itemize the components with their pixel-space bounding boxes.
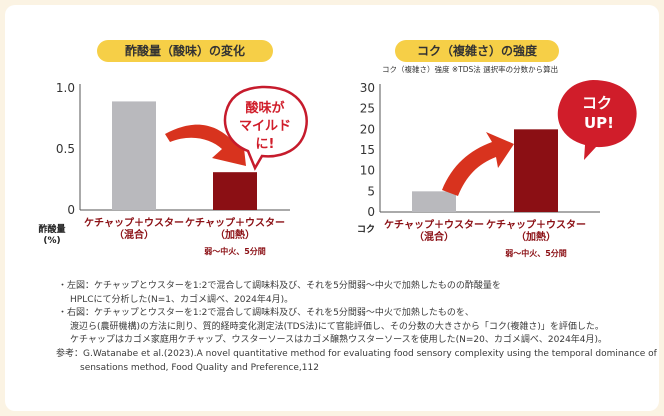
- note-line: ケチャップはカゴメ家庭用ケチャップ、ウスターソースはカゴメ醸熟ウスターソースを使…: [70, 335, 608, 346]
- note-line: HPLCにて分析した(N=1、カゴメ調べ、2024年4月)。: [70, 294, 294, 305]
- note-line: 参考：G.Watanabe et al.(2023).A novel quant…: [56, 348, 657, 359]
- footnotes: ・左図：ケチャップとウスターを1:2で混合して調味料及び、それを5分間弱～中火で…: [56, 280, 658, 375]
- note-line: ・右図：ケチャップとウスターを1:2で混合して調味料及び、それを5分間弱～中火で…: [58, 308, 474, 319]
- note-line: sensations method, Food Quality and Pref…: [80, 362, 319, 373]
- left-chart-title: 酢酸量（酸味）の変化: [97, 40, 273, 62]
- note-line: ・左図：ケチャップとウスターを1:2で混合して調味料及び、それを5分間弱～中火で…: [58, 281, 501, 291]
- note-line: 渡辺ら(農研機構)の方法に則り、質的経時変化測定法(TDS法)にて官能評価し、そ…: [70, 321, 604, 332]
- right-chart-title: コク（複雑さ）の強度: [395, 40, 559, 62]
